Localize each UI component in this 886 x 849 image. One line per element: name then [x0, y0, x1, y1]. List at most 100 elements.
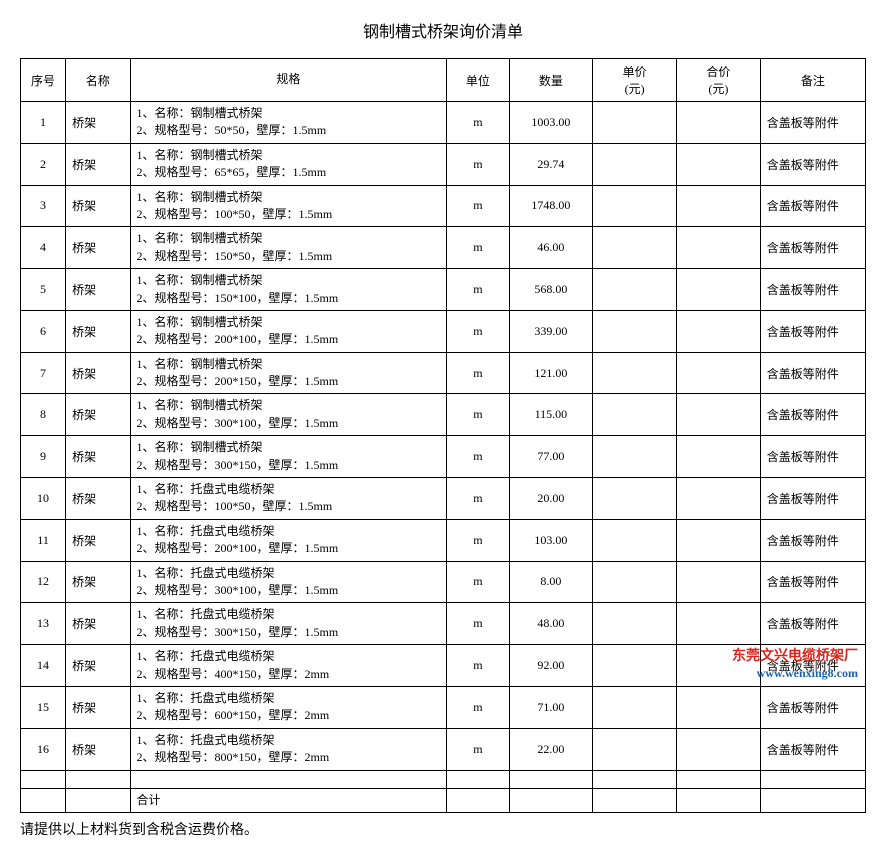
- cell-spec: 1、名称：托盘式电缆桥架2、规格型号：200*100，壁厚：1.5mm: [130, 519, 447, 561]
- cell-name: 桥架: [66, 394, 130, 436]
- table-row: 16桥架1、名称：托盘式电缆桥架2、规格型号：800*150，壁厚：2mmm22…: [21, 728, 866, 770]
- cell-price: [593, 645, 677, 687]
- spec-line-2: 2、规格型号：100*50，壁厚：1.5mm: [137, 206, 441, 223]
- col-header-remark: 备注: [760, 59, 865, 102]
- spec-line-2: 2、规格型号：200*150，壁厚：1.5mm: [137, 373, 441, 390]
- cell-total: [676, 143, 760, 185]
- cell-unit: m: [447, 561, 509, 603]
- cell-remark: 含盖板等附件: [760, 352, 865, 394]
- cell-price: [593, 478, 677, 520]
- spec-line-1: 1、名称：托盘式电缆桥架: [137, 606, 441, 623]
- cell-total: [676, 352, 760, 394]
- spec-line-2: 2、规格型号：50*50，壁厚：1.5mm: [137, 122, 441, 139]
- cell-spec: 1、名称：钢制槽式桥架2、规格型号：50*50，壁厚：1.5mm: [130, 102, 447, 144]
- cell-price: [593, 102, 677, 144]
- cell-name: 桥架: [66, 519, 130, 561]
- cell-unit: m: [447, 102, 509, 144]
- cell-qty: 103.00: [509, 519, 593, 561]
- cell-name: 桥架: [66, 561, 130, 603]
- cell-name: 桥架: [66, 603, 130, 645]
- table-header-row: 序号 名称 规格 单位 数量 单价 (元) 合价 (元) 备注: [21, 59, 866, 102]
- cell-total: [676, 227, 760, 269]
- cell-total: [676, 269, 760, 311]
- cell-spec: 1、名称：钢制槽式桥架2、规格型号：150*50，壁厚：1.5mm: [130, 227, 447, 269]
- cell-name: 桥架: [66, 185, 130, 227]
- quotation-table: 序号 名称 规格 单位 数量 单价 (元) 合价 (元) 备注 1桥架1、名称：…: [20, 58, 866, 813]
- cell-qty: 46.00: [509, 227, 593, 269]
- cell-qty: 8.00: [509, 561, 593, 603]
- cell-remark: 含盖板等附件: [760, 519, 865, 561]
- cell-qty: 71.00: [509, 686, 593, 728]
- cell-spec: 1、名称：托盘式电缆桥架2、规格型号：300*150，壁厚：1.5mm: [130, 603, 447, 645]
- table-row: 9桥架1、名称：钢制槽式桥架2、规格型号：300*150，壁厚：1.5mmm77…: [21, 436, 866, 478]
- cell-remark: 含盖板等附件: [760, 603, 865, 645]
- cell-total: [676, 728, 760, 770]
- cell-spec: 1、名称：托盘式电缆桥架2、规格型号：800*150，壁厚：2mm: [130, 728, 447, 770]
- cell-total: [676, 185, 760, 227]
- table-row: 13桥架1、名称：托盘式电缆桥架2、规格型号：300*150，壁厚：1.5mmm…: [21, 603, 866, 645]
- table-row-total: 合计: [21, 788, 866, 812]
- spec-line-2: 2、规格型号：150*50，壁厚：1.5mm: [137, 248, 441, 265]
- cell-remark: 含盖板等附件: [760, 185, 865, 227]
- cell-name: 桥架: [66, 143, 130, 185]
- cell-price: [593, 561, 677, 603]
- cell-remark: 含盖板等附件: [760, 728, 865, 770]
- cell-remark: 含盖板等附件: [760, 143, 865, 185]
- cell-unit: m: [447, 728, 509, 770]
- table-row: 2桥架1、名称：钢制槽式桥架2、规格型号：65*65，壁厚：1.5mmm29.7…: [21, 143, 866, 185]
- cell-unit: m: [447, 227, 509, 269]
- cell-price: [593, 686, 677, 728]
- cell-spec: 1、名称：钢制槽式桥架2、规格型号：300*150，壁厚：1.5mm: [130, 436, 447, 478]
- cell-unit: m: [447, 645, 509, 687]
- spec-line-1: 1、名称：托盘式电缆桥架: [137, 565, 441, 582]
- cell-name: 桥架: [66, 478, 130, 520]
- cell-spec: 1、名称：托盘式电缆桥架2、规格型号：400*150，壁厚：2mm: [130, 645, 447, 687]
- cell-qty: 1003.00: [509, 102, 593, 144]
- watermark-url: www.wenxing8.com: [732, 666, 858, 682]
- cell-qty: 29.74: [509, 143, 593, 185]
- spec-line-1: 1、名称：钢制槽式桥架: [137, 189, 441, 206]
- cell-total: [676, 603, 760, 645]
- cell-name: 桥架: [66, 686, 130, 728]
- cell-price: [593, 185, 677, 227]
- cell-seq: 12: [21, 561, 66, 603]
- spec-line-2: 2、规格型号：150*100，壁厚：1.5mm: [137, 290, 441, 307]
- cell-price: [593, 269, 677, 311]
- cell-name: 桥架: [66, 310, 130, 352]
- cell-seq: 5: [21, 269, 66, 311]
- table-row: 11桥架1、名称：托盘式电缆桥架2、规格型号：200*100，壁厚：1.5mmm…: [21, 519, 866, 561]
- cell-total: [676, 561, 760, 603]
- cell-remark: 含盖板等附件: [760, 102, 865, 144]
- cell-price: [593, 436, 677, 478]
- col-header-name: 名称: [66, 59, 130, 102]
- cell-name: 桥架: [66, 645, 130, 687]
- cell-total: [676, 478, 760, 520]
- col-header-spec: 规格: [130, 59, 447, 102]
- spec-line-2: 2、规格型号：600*150，壁厚：2mm: [137, 707, 441, 724]
- cell-price: [593, 143, 677, 185]
- cell-seq: 9: [21, 436, 66, 478]
- cell-total: [676, 394, 760, 436]
- spec-line-2: 2、规格型号：200*100，壁厚：1.5mm: [137, 540, 441, 557]
- table-row: 8桥架1、名称：钢制槽式桥架2、规格型号：300*100，壁厚：1.5mmm11…: [21, 394, 866, 436]
- cell-spec: 1、名称：钢制槽式桥架2、规格型号：150*100，壁厚：1.5mm: [130, 269, 447, 311]
- cell-remark: 含盖板等附件: [760, 227, 865, 269]
- cell-unit: m: [447, 143, 509, 185]
- cell-qty: 1748.00: [509, 185, 593, 227]
- cell-seq: 11: [21, 519, 66, 561]
- cell-total: [676, 519, 760, 561]
- spec-line-1: 1、名称：托盘式电缆桥架: [137, 648, 441, 665]
- cell-remark: 含盖板等附件: [760, 561, 865, 603]
- spec-line-2: 2、规格型号：300*100，壁厚：1.5mm: [137, 582, 441, 599]
- spec-line-2: 2、规格型号：400*150，壁厚：2mm: [137, 666, 441, 683]
- cell-seq: 1: [21, 102, 66, 144]
- cell-name: 桥架: [66, 269, 130, 311]
- spec-line-1: 1、名称：钢制槽式桥架: [137, 439, 441, 456]
- cell-remark: 含盖板等附件: [760, 436, 865, 478]
- cell-seq: 14: [21, 645, 66, 687]
- cell-unit: m: [447, 352, 509, 394]
- spec-line-1: 1、名称：钢制槽式桥架: [137, 105, 441, 122]
- footer-note: 请提供以上材料货到含税含运费价格。: [20, 819, 866, 839]
- cell-seq: 7: [21, 352, 66, 394]
- spec-line-1: 1、名称：钢制槽式桥架: [137, 147, 441, 164]
